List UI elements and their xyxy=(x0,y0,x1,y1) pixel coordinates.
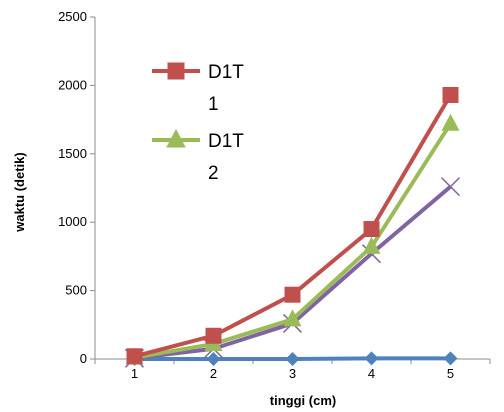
data-point-triangle xyxy=(283,309,302,327)
legend-item-1: D1T 1 xyxy=(152,62,244,115)
series-layer xyxy=(124,86,461,368)
legend-label-2a: D1T xyxy=(208,131,244,152)
legend-item-2: D1T 2 xyxy=(152,128,244,184)
data-point-diamond xyxy=(364,351,379,366)
data-point-triangle xyxy=(441,113,460,131)
data-point-diamond xyxy=(206,352,221,366)
y-tick-labels: 0 500 1000 1500 2000 2500 xyxy=(58,9,95,366)
data-point-square xyxy=(126,348,143,365)
series-2 xyxy=(125,113,460,365)
x-tick-label: 1 xyxy=(131,366,138,381)
y-tick-label: 2500 xyxy=(58,9,87,24)
series-1 xyxy=(126,86,459,365)
data-point-diamond xyxy=(443,351,458,366)
x-axis-title: tinggi (cm) xyxy=(270,393,336,408)
legend: D1T 1 D1T 2 xyxy=(152,62,244,184)
x-tick-label: 5 xyxy=(447,366,454,381)
data-point-triangle xyxy=(362,236,381,254)
data-point-diamond xyxy=(285,352,300,366)
data-point-square xyxy=(363,221,380,238)
series-line xyxy=(134,185,452,361)
y-axis-title: waktu (detik) xyxy=(12,152,27,232)
data-point-square xyxy=(284,286,301,303)
x-tick-label: 3 xyxy=(289,366,296,381)
series-3 xyxy=(124,177,461,368)
y-tick-label: 2000 xyxy=(58,77,87,92)
legend-label-1a: D1T xyxy=(208,62,244,83)
x-tick-label: 4 xyxy=(368,366,375,381)
y-tick-label: 0 xyxy=(80,351,87,366)
data-point-square xyxy=(442,86,459,103)
y-tick-label: 1500 xyxy=(58,146,87,161)
y-tick-label: 500 xyxy=(65,283,87,298)
data-point-x xyxy=(440,177,461,197)
y-tick-label: 1000 xyxy=(58,214,87,229)
legend-label-1b: 1 xyxy=(208,94,219,115)
data-point-square xyxy=(205,327,222,344)
x-tick-label: 2 xyxy=(210,366,217,381)
legend-label-2b: 2 xyxy=(208,163,219,184)
